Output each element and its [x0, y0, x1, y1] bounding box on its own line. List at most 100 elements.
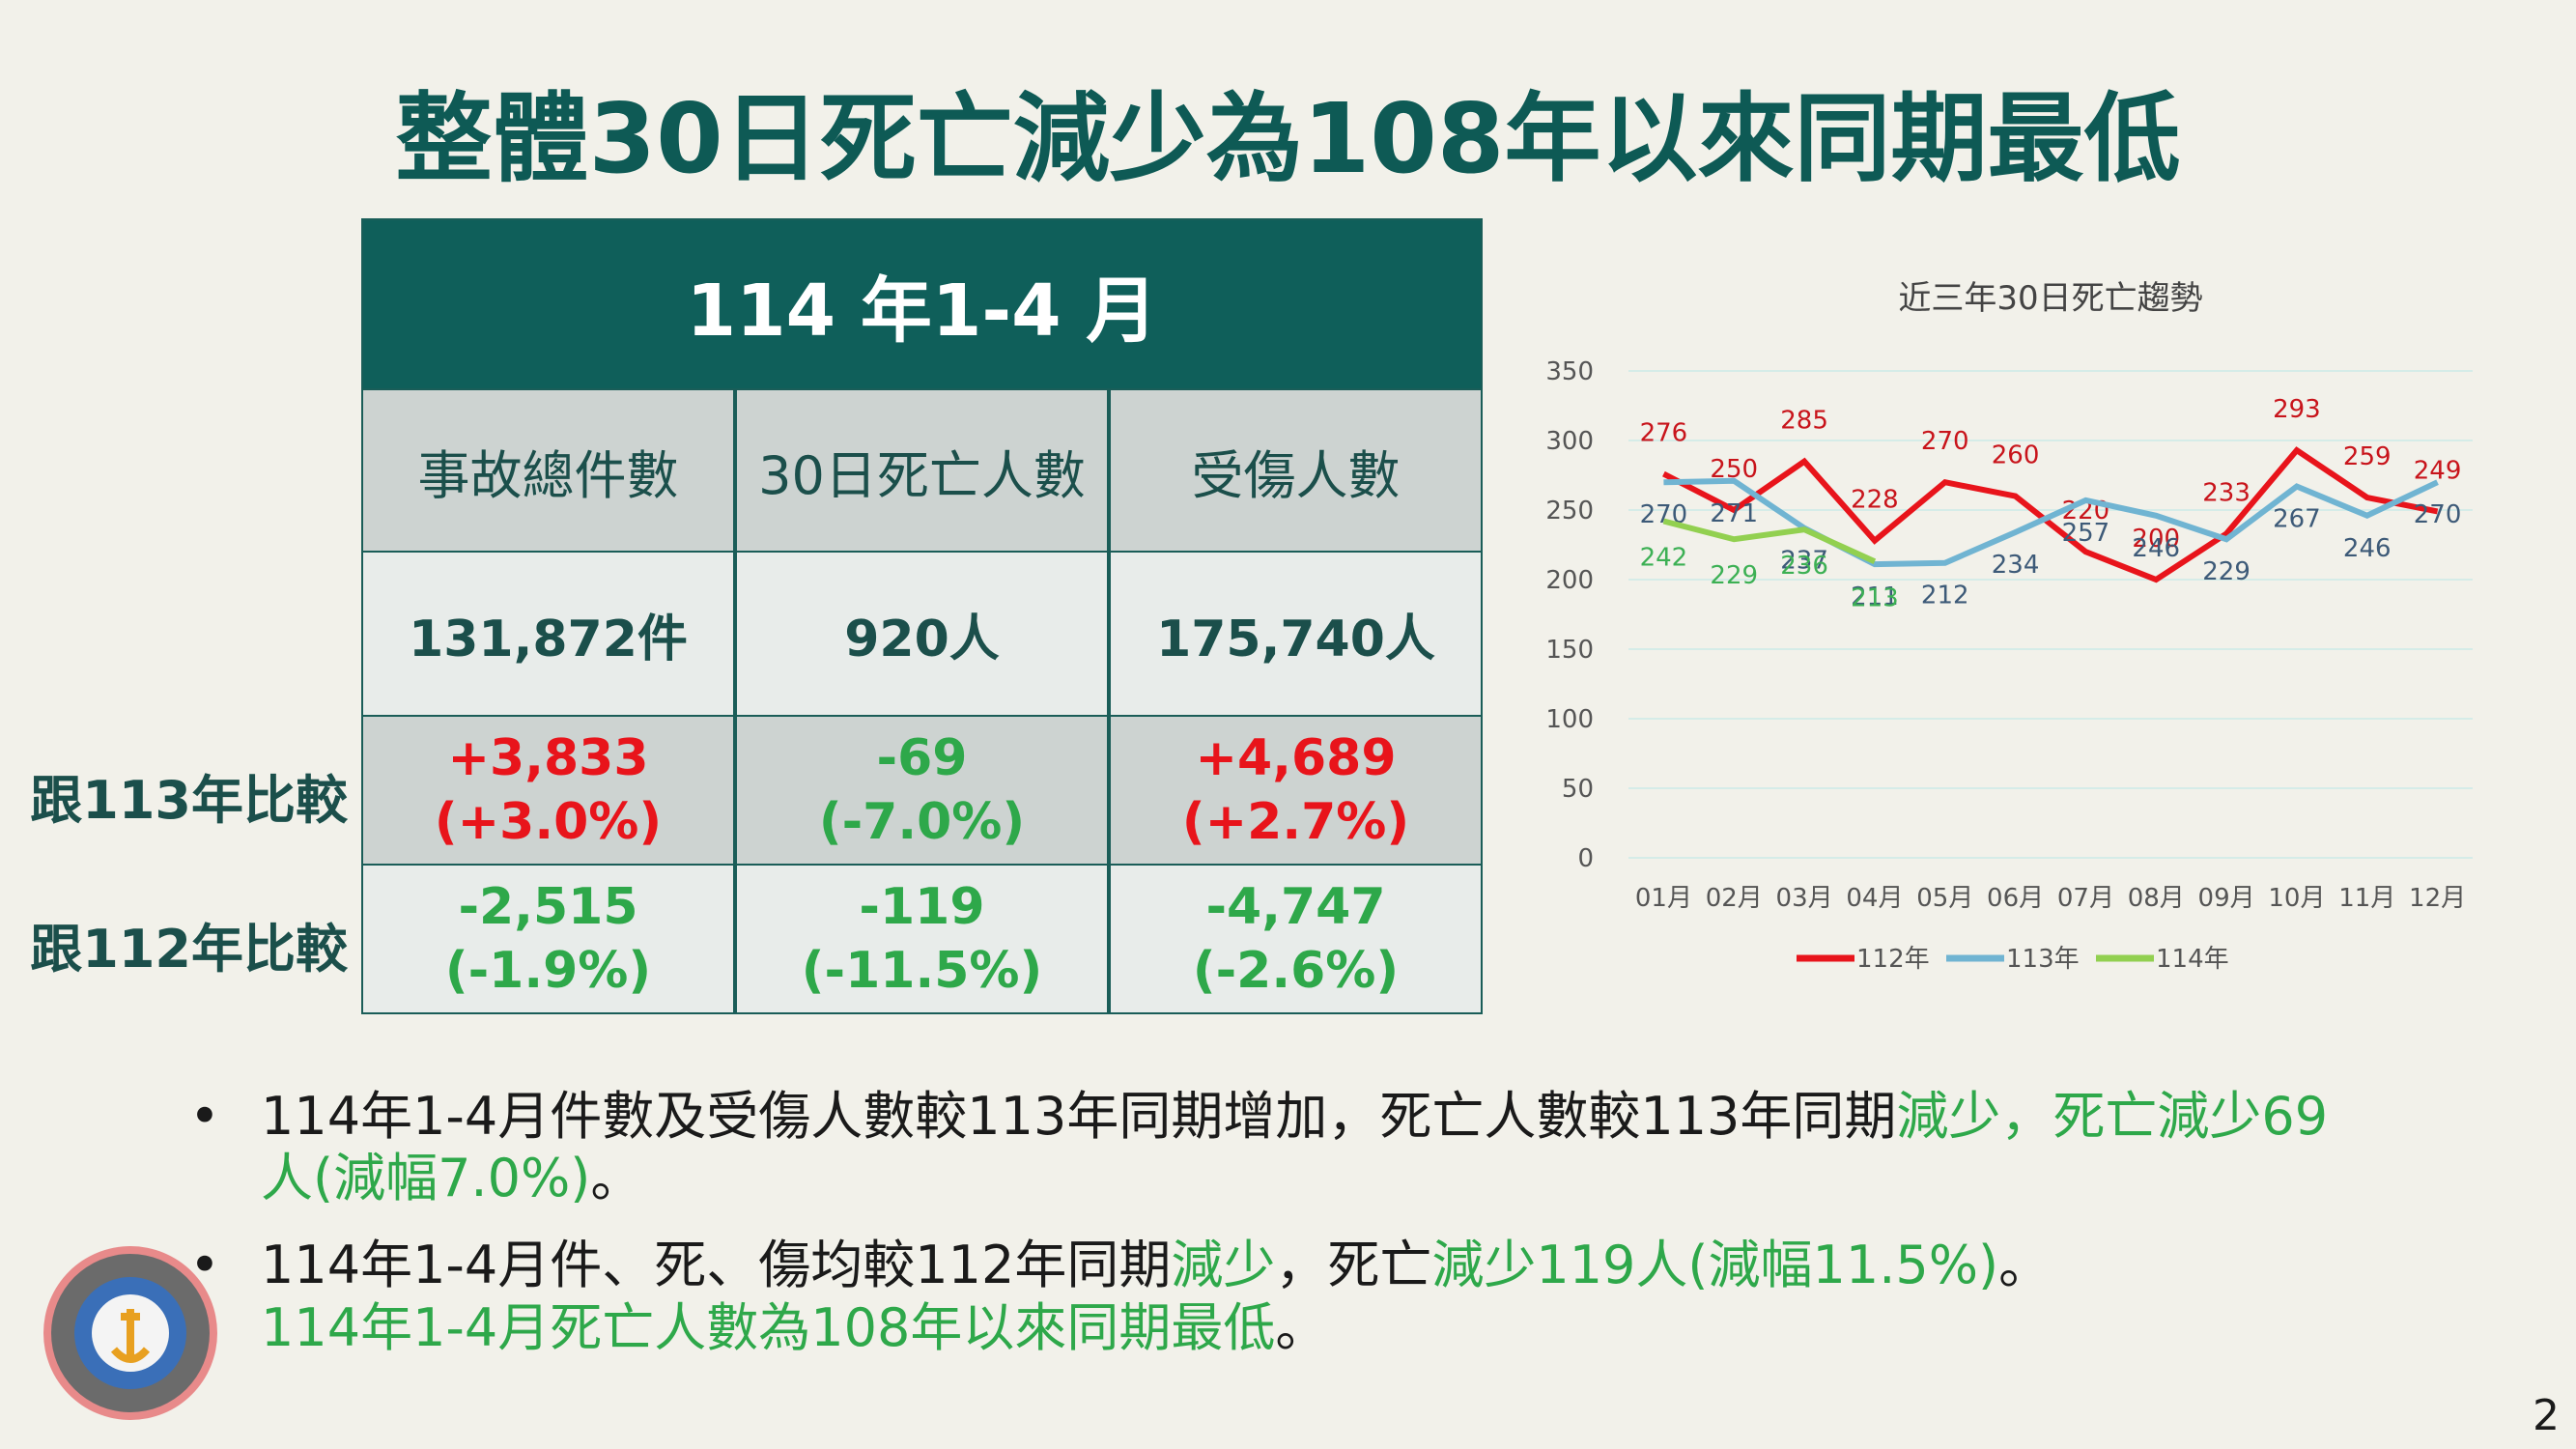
change-percent: (-7.0%)	[818, 793, 1026, 851]
data-label: 260	[1992, 441, 2040, 470]
change-percent: (+3.0%)	[434, 793, 663, 851]
bullet-item: • 114年1-4月件、死、傷均較112年同期減少，死亡減少119人(減幅11.5…	[189, 1235, 2337, 1296]
data-label: 285	[1780, 407, 1828, 436]
comparison-cell: +3,833 (+3.0%)	[361, 715, 735, 866]
total-value: 175,740人	[1156, 610, 1435, 668]
data-label: 249	[2414, 456, 2462, 485]
chart-title: 近三年30日死亡趨勢	[1898, 279, 2202, 318]
data-label: 200	[2132, 525, 2180, 554]
data-label: 246	[2343, 534, 2392, 563]
change-percent: (-11.5%)	[801, 942, 1043, 1000]
logo	[43, 1246, 217, 1420]
change-value: -119	[859, 878, 985, 936]
comparison-cell: -4,747 (-2.6%)	[1109, 864, 1483, 1014]
column-header: 受傷人數	[1109, 388, 1483, 553]
x-tick-label: 08月	[2128, 884, 2185, 913]
data-label: 271	[1710, 499, 1758, 528]
data-label: 259	[2343, 442, 2392, 471]
data-label: 229	[2202, 557, 2250, 586]
data-label: 211	[1851, 582, 1899, 611]
series-line	[1662, 446, 2439, 583]
comparison-cell: +4,689 (+2.7%)	[1109, 715, 1483, 866]
data-label: 276	[1640, 419, 1688, 448]
change-value: +4,689	[1195, 729, 1397, 787]
comparison-cell: -2,515 (-1.9%)	[361, 864, 735, 1014]
x-tick-label: 06月	[1987, 884, 2044, 913]
comparison-cell: -119 (-11.5%)	[735, 864, 1109, 1014]
series-line	[1662, 518, 1877, 565]
bullet-text: 減少119人(減幅11.5%)	[1431, 1235, 1999, 1295]
x-tick-label: 11月	[2338, 884, 2395, 913]
x-tick-label: 03月	[1776, 884, 1833, 913]
bullet-item: • 114年1-4月件數及受傷人數較113年同期增加，死亡人數較113年同期減少，…	[189, 1086, 2337, 1209]
series-line	[1663, 477, 2439, 568]
page-number: 2	[2533, 1391, 2560, 1440]
column-label: 30日死亡人數	[758, 444, 1086, 506]
column-header: 30日死亡人數	[735, 388, 1109, 553]
total-value: 131,872件	[409, 610, 688, 668]
x-tick-label: 10月	[2268, 884, 2325, 913]
data-label: 242	[1640, 544, 1688, 573]
column-label: 事故總件數	[417, 444, 679, 506]
bullet-text: 114年1-4月件、死、傷均較112年同期	[261, 1235, 1172, 1295]
y-tick-label: 100	[1545, 705, 1594, 734]
bullet-text: 114年1-4月死亡人數為108年以來同期最低	[261, 1297, 1276, 1358]
y-tick-label: 150	[1545, 636, 1594, 665]
total-cell: 175,740人	[1109, 551, 1483, 717]
comparison-cell: -69 (-7.0%)	[735, 715, 1109, 866]
data-label: 270	[1921, 427, 1969, 456]
x-tick-label: 07月	[2057, 884, 2114, 913]
row-label: 跟113年比較	[30, 770, 348, 831]
data-label: 236	[1780, 552, 1828, 581]
change-percent: (+2.7%)	[1181, 793, 1410, 851]
x-tick-label: 09月	[2198, 884, 2255, 913]
bullet-text: 。	[590, 1148, 643, 1208]
column-header: 事故總件數	[361, 388, 735, 553]
bullet-text: 114年1-4月件數及受傷人數較113年同期增加，死亡人數較113年同期	[261, 1086, 1897, 1147]
bullet-text: 減少，死亡減少69人(減幅7.0%)	[261, 1086, 2329, 1208]
data-label: 234	[1992, 551, 2040, 580]
change-value: -4,747	[1205, 878, 1386, 936]
y-tick-label: 250	[1545, 497, 1594, 526]
x-tick-label: 02月	[1706, 884, 1763, 913]
bullet-text: ，死亡	[1275, 1235, 1432, 1295]
data-label: 270	[2414, 500, 2462, 529]
column-label: 受傷人數	[1191, 444, 1401, 506]
total-cell: 920人	[735, 551, 1109, 717]
data-label: 233	[2202, 478, 2250, 507]
legend-label: 113年	[2006, 945, 2080, 974]
data-label: 213	[1851, 583, 1899, 612]
change-percent: (-2.6%)	[1192, 942, 1400, 1000]
total-value: 920人	[844, 610, 1000, 668]
change-value: -69	[876, 729, 968, 787]
bullet-text: 減少	[1171, 1235, 1276, 1295]
data-label: 229	[1710, 561, 1758, 590]
data-label: 228	[1851, 486, 1899, 515]
bullet-item: •114年1-4月死亡人數為108年以來同期最低。	[189, 1297, 2337, 1359]
x-tick-label: 04月	[1846, 884, 1903, 913]
y-tick-label: 50	[1562, 775, 1594, 804]
y-tick-label: 350	[1545, 357, 1594, 386]
legend-label: 114年	[2156, 945, 2229, 974]
x-tick-label: 01月	[1635, 884, 1692, 913]
change-value: -2,515	[458, 878, 638, 936]
data-label: 237	[1780, 547, 1828, 576]
bullet-text: 。	[1998, 1235, 2052, 1295]
row-label: 跟112年比較	[30, 919, 348, 980]
data-label: 246	[2132, 534, 2180, 563]
legend-label: 112年	[1856, 945, 1930, 974]
table-header: 114 年1-4 月	[361, 218, 1483, 390]
data-label: 293	[2273, 395, 2321, 424]
change-value: +3,833	[447, 729, 649, 787]
bullet-text: 。	[1275, 1297, 1328, 1358]
period: 114 年1-4 月	[686, 269, 1158, 353]
x-tick-label: 05月	[1916, 884, 1973, 913]
change-percent: (-1.9%)	[444, 942, 652, 1000]
y-tick-label: 300	[1545, 427, 1594, 456]
total-cell: 131,872件	[361, 551, 735, 717]
x-tick-label: 12月	[2409, 884, 2466, 913]
slide-title: 整體30日死亡減少為108年以來同期最低	[395, 82, 2181, 195]
data-label: 267	[2273, 505, 2321, 534]
y-tick-label: 200	[1545, 566, 1594, 595]
